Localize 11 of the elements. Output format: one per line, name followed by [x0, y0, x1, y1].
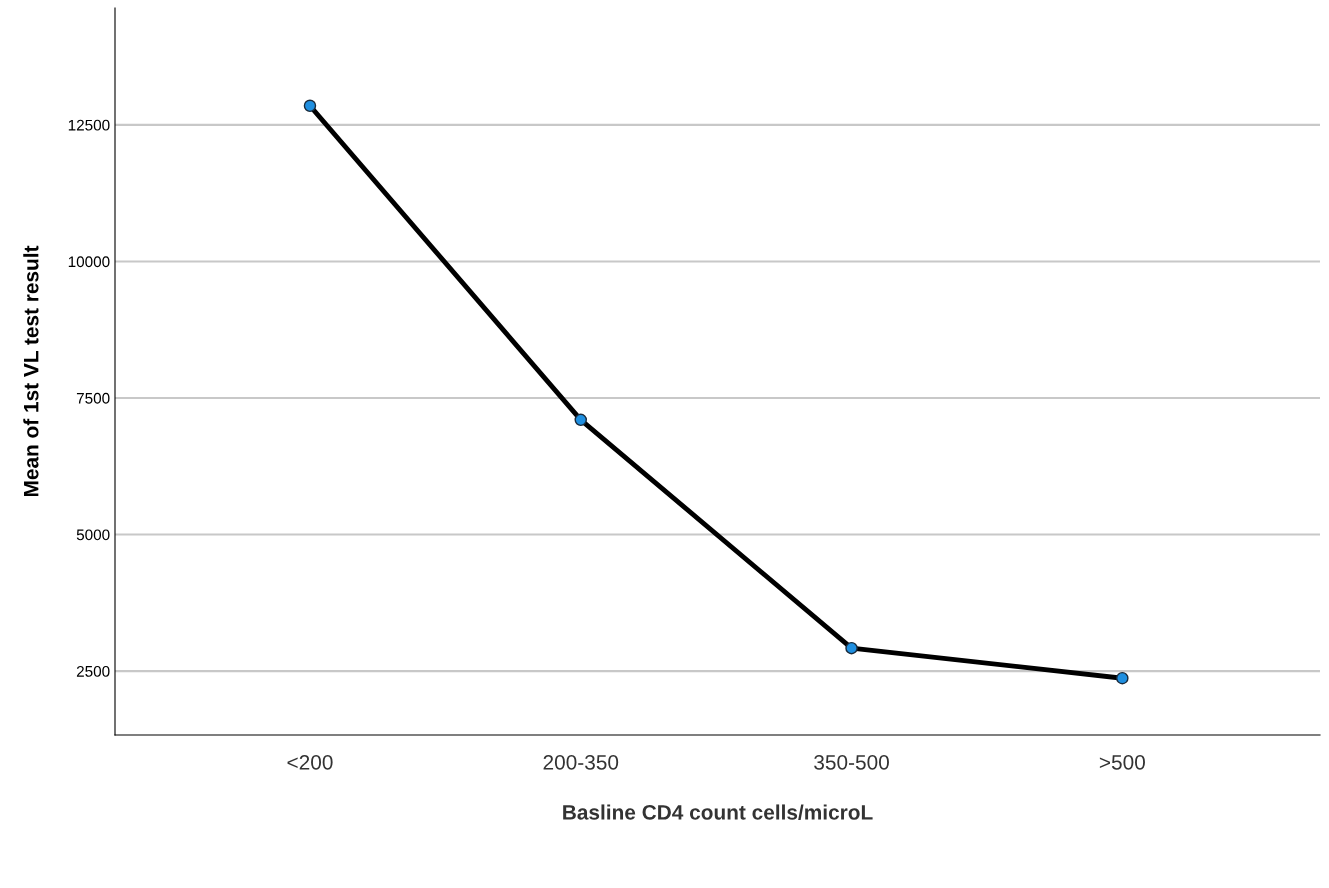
- x-axis-title: Basline CD4 count cells/microL: [563, 804, 873, 820]
- y-tick-label: 2500: [76, 665, 110, 677]
- y-tick-label: 10000: [68, 256, 110, 268]
- y-axis-title: Mean of 1st VL test result: [23, 245, 39, 497]
- x-tick-label: 200-350: [543, 754, 619, 770]
- y-tick-label: 12500: [68, 119, 110, 131]
- x-tick-label: >500: [1099, 754, 1145, 770]
- x-tick-label: 350-500: [814, 754, 889, 770]
- y-tick-label: 7500: [76, 392, 110, 404]
- y-tick-label: 5000: [76, 529, 110, 541]
- x-tick-label: <200: [287, 754, 333, 770]
